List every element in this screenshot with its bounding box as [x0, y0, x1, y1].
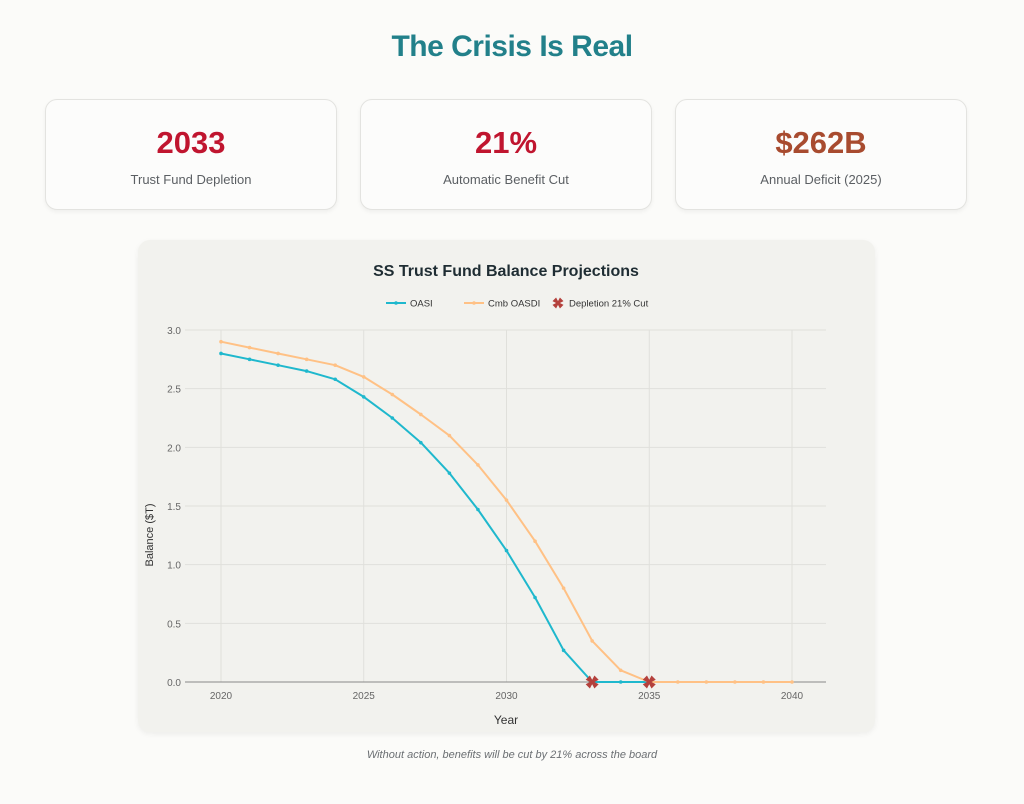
legend-swatch-point — [394, 301, 398, 305]
depletion-marker — [585, 675, 599, 689]
data-point — [333, 377, 337, 382]
x-axis-label: Year — [494, 713, 518, 727]
legend-swatch-point — [472, 301, 476, 305]
data-point — [361, 395, 366, 399]
legend-item-cmb-oasdi: Cmb OASDI — [464, 299, 540, 310]
legend-label: Depletion 21% Cut — [569, 299, 649, 310]
data-point — [390, 392, 395, 397]
chart-series — [219, 339, 794, 689]
data-point — [561, 648, 566, 653]
stat-card-depletion-year: 2033 Trust Fund Depletion — [45, 99, 337, 210]
data-point — [533, 595, 537, 600]
data-point — [561, 586, 566, 590]
data-point — [247, 357, 252, 362]
data-point — [447, 433, 452, 438]
legend-swatch — [552, 297, 564, 309]
y-tick-label: 0.5 — [167, 619, 181, 630]
page-title: The Crisis Is Real — [391, 30, 633, 63]
data-point — [361, 375, 366, 379]
data-point — [533, 539, 537, 543]
data-point — [476, 507, 480, 512]
stat-value: 21% — [474, 125, 538, 160]
stat-card-annual-deficit: $262B Annual Deficit (2025) — [675, 99, 967, 210]
legend-item-depletion-21-cut: Depletion 21% Cut — [552, 297, 649, 310]
data-point — [419, 412, 423, 417]
stat-value: 2033 — [156, 125, 226, 160]
x-tick-label: 2025 — [353, 691, 376, 702]
legend-item-oasi: OASI — [386, 299, 433, 310]
series-oasi — [219, 351, 652, 684]
stat-value: $262B — [775, 125, 867, 160]
stats-cards: 2033 Trust Fund Depletion 21% Automatic … — [45, 99, 968, 210]
chart-legend: OASI Cmb OASDI Depletion 21% Cut — [386, 297, 649, 310]
data-point — [704, 680, 709, 684]
chart-caption: Without action, benefits will be cut by … — [366, 749, 658, 761]
data-point — [504, 498, 509, 502]
y-axis-label: Balance ($T) — [144, 504, 156, 567]
y-tick-label: 1.5 — [167, 502, 181, 513]
y-tick-label: 1.0 — [167, 561, 181, 572]
data-point — [447, 471, 452, 475]
data-point — [219, 339, 223, 344]
chart-container: SS Trust Fund Balance Projections OASI Cm… — [138, 240, 875, 732]
data-point — [618, 668, 623, 673]
data-point — [676, 680, 680, 684]
data-point — [247, 345, 252, 350]
stat-label: Annual Deficit (2025) — [760, 172, 882, 187]
y-tick-label: 2.5 — [167, 385, 181, 396]
stat-card-benefit-cut: 21% Automatic Benefit Cut — [360, 99, 652, 210]
data-point — [618, 680, 623, 684]
data-point — [761, 680, 766, 684]
y-tick-label: 0.0 — [167, 678, 181, 689]
data-point — [276, 363, 280, 367]
data-point — [419, 440, 423, 445]
stat-label: Automatic Benefit Cut — [443, 172, 569, 187]
y-tick-label: 2.0 — [167, 443, 181, 454]
chart-grid — [185, 329, 826, 682]
data-point — [790, 680, 794, 684]
x-tick-label: 2030 — [495, 691, 518, 702]
x-tick-label: 2020 — [210, 691, 233, 702]
series-line — [220, 352, 650, 683]
chart-axes: 0.0 0.5 1.0 1.5 2.0 2.5 3.0 2020 2025 2030 2035 204… — [167, 326, 826, 702]
chart-title: SS Trust Fund Balance Projections — [373, 263, 639, 280]
x-tick-label: 2035 — [638, 691, 661, 702]
legend-label: Cmb OASDI — [488, 299, 540, 310]
data-point — [504, 548, 509, 553]
series-cmb-oasdi — [219, 339, 794, 684]
data-point — [590, 639, 594, 643]
data-point — [390, 416, 395, 420]
stat-label: Trust Fund Depletion — [130, 172, 252, 187]
data-point — [733, 680, 737, 684]
data-point — [476, 463, 480, 467]
data-point — [219, 351, 223, 356]
series-depletion-21-cut — [585, 675, 656, 689]
legend-label: OASI — [410, 299, 433, 310]
data-point — [276, 351, 280, 356]
data-point — [304, 369, 309, 373]
trust-fund-chart: SS Trust Fund Balance Projections OASI Cm… — [144, 263, 826, 727]
data-point — [333, 363, 337, 367]
data-point — [304, 357, 309, 362]
x-tick-label: 2040 — [781, 691, 804, 702]
y-tick-label: 3.0 — [167, 326, 181, 337]
depletion-marker — [642, 675, 656, 689]
